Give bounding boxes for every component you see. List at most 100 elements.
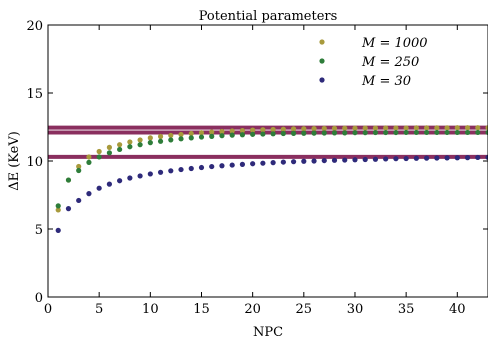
data-point — [55, 227, 61, 233]
data-point — [239, 132, 246, 138]
x-tick-label: 40 — [449, 302, 466, 317]
legend-marker — [319, 39, 325, 45]
data-point — [117, 178, 123, 184]
data-point — [250, 127, 256, 133]
data-point — [290, 126, 297, 132]
data-point — [331, 130, 338, 136]
y-tick-label: 20 — [26, 19, 43, 34]
legend-marker — [319, 58, 325, 64]
data-point — [137, 173, 143, 179]
data-point — [362, 156, 368, 163]
data-point — [260, 127, 266, 133]
data-point — [342, 130, 348, 136]
data-point — [485, 125, 488, 131]
data-point — [485, 154, 488, 160]
series-2 — [55, 154, 488, 233]
legend-marker — [319, 77, 325, 83]
data-point — [393, 125, 399, 131]
data-point — [55, 207, 61, 213]
data-point — [188, 165, 194, 172]
x-tick-label: 30 — [347, 302, 364, 317]
data-point — [229, 128, 235, 134]
data-point — [219, 133, 225, 139]
data-point — [65, 177, 72, 183]
x-axis-label: NPC — [253, 325, 283, 340]
data-point — [198, 134, 205, 140]
series-0 — [55, 125, 488, 213]
data-point — [147, 171, 153, 177]
data-point — [331, 125, 338, 131]
data-point — [383, 129, 389, 136]
data-point — [424, 129, 430, 136]
data-point — [362, 130, 368, 136]
data-point — [301, 130, 307, 136]
data-point — [403, 129, 409, 136]
y-tick-label: 10 — [26, 155, 43, 170]
data-point — [403, 155, 409, 162]
data-point — [342, 157, 348, 163]
data-point — [280, 126, 286, 132]
data-point — [55, 203, 61, 209]
data-point — [301, 126, 307, 132]
data-point — [250, 131, 256, 137]
data-point — [76, 167, 82, 174]
data-point — [321, 125, 327, 132]
y-tick-label: 0 — [35, 291, 43, 306]
data-point — [219, 128, 225, 135]
data-point — [464, 155, 471, 161]
data-point — [413, 129, 419, 136]
data-point — [117, 146, 123, 153]
data-point — [127, 139, 133, 145]
data-point — [434, 125, 440, 131]
data-point — [127, 144, 133, 150]
data-point — [198, 164, 205, 171]
data-point — [157, 138, 164, 144]
chart-title: Potential parameters — [199, 9, 338, 24]
data-point — [311, 126, 317, 132]
data-point — [372, 125, 379, 131]
data-point — [76, 163, 82, 170]
data-point — [229, 162, 235, 168]
data-point — [475, 129, 481, 136]
data-point — [178, 136, 184, 142]
data-point — [301, 158, 307, 164]
data-point — [178, 131, 184, 138]
data-point — [321, 157, 327, 164]
data-point — [168, 137, 174, 143]
reference-lines — [48, 125, 488, 159]
data-point — [106, 144, 112, 150]
legend-label: M = 30 — [361, 74, 411, 89]
data-point — [86, 159, 92, 165]
data-point — [352, 130, 358, 136]
legend: M = 1000 M = 250 M = 30 — [319, 36, 428, 89]
data-point — [86, 154, 92, 160]
legend-label: M = 1000 — [361, 36, 428, 51]
data-point — [178, 166, 184, 173]
data-point — [464, 129, 471, 136]
data-point — [168, 132, 174, 139]
x-tick-label: 5 — [95, 302, 103, 317]
data-point — [147, 135, 153, 141]
data-point — [198, 130, 205, 136]
series-1 — [55, 129, 488, 209]
data-point — [444, 129, 450, 136]
y-tick-label: 5 — [35, 223, 43, 238]
data-point — [424, 125, 430, 131]
data-point — [475, 125, 481, 131]
data-points — [55, 125, 488, 233]
data-point — [239, 127, 246, 134]
data-point — [65, 206, 72, 212]
data-point — [362, 125, 368, 131]
y-axis-label: ΔE (KeV) — [7, 131, 22, 191]
data-point — [209, 133, 215, 139]
data-point — [383, 125, 389, 131]
data-point — [393, 129, 399, 136]
x-tick-label: 25 — [296, 302, 313, 317]
data-point — [147, 140, 153, 146]
data-point — [290, 159, 297, 165]
data-point — [321, 130, 327, 136]
data-point — [434, 129, 440, 136]
data-point — [454, 129, 460, 136]
data-point — [424, 155, 430, 161]
